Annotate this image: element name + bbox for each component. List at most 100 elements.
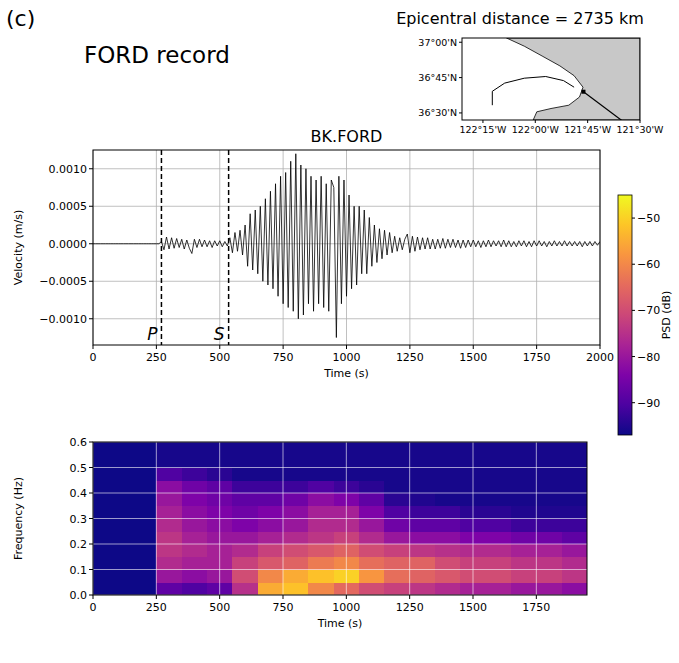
cell (562, 506, 587, 519)
cell (435, 455, 461, 468)
map-tick-label: 36°30'N (418, 107, 457, 118)
colorbar-tick (632, 264, 635, 265)
x-axis-title: Time (s) (323, 367, 369, 380)
tick-label: 0.5 (70, 462, 88, 475)
cell (283, 442, 309, 455)
cell (435, 519, 461, 532)
map-tick-label: 36°45'N (418, 72, 457, 83)
tick (409, 345, 410, 349)
cell (410, 544, 436, 557)
cell (232, 544, 258, 557)
cell (486, 493, 512, 506)
cell (410, 519, 436, 532)
cell (258, 519, 284, 532)
cell (258, 570, 284, 583)
coast-line (492, 77, 574, 106)
sea (462, 38, 640, 120)
plot-background (93, 442, 587, 595)
cell (536, 582, 562, 595)
tick-label: 0.4 (70, 487, 88, 500)
cell (359, 455, 385, 468)
cell (156, 570, 182, 583)
grid-line (93, 493, 587, 494)
path-line (583, 92, 640, 120)
cell (536, 570, 562, 583)
cell (511, 442, 537, 455)
map-tick-label: 122°15'W (459, 124, 507, 135)
map-tick (459, 42, 462, 43)
cell (562, 493, 587, 506)
grid-line (93, 518, 587, 519)
cell (283, 582, 309, 595)
tick-label: 0 (90, 601, 97, 614)
cell (283, 570, 309, 583)
cell (156, 519, 182, 532)
tick (473, 595, 474, 599)
tick-label: 0.2 (70, 538, 88, 551)
tick-label: 0.0 (70, 589, 88, 602)
tick (346, 595, 347, 599)
cell (435, 442, 461, 455)
cell (182, 493, 208, 506)
cell (283, 468, 309, 481)
colorbar-tick (632, 356, 635, 357)
figure-title: FORD record (84, 42, 230, 68)
cell (308, 493, 334, 506)
tick-label: 1750 (522, 601, 550, 614)
phase-label: S (214, 324, 225, 344)
cell (384, 531, 410, 544)
cell (486, 519, 512, 532)
tick-label: 1250 (396, 601, 424, 614)
y-axis-title: Frequency (Hz) (12, 477, 25, 560)
cell (511, 531, 537, 544)
tick-label: 2000 (586, 351, 614, 364)
cell (232, 480, 258, 493)
cell (511, 557, 537, 570)
map-tick (535, 120, 536, 123)
grid-line (93, 544, 587, 545)
grid-line (156, 150, 157, 345)
cell (435, 480, 461, 493)
cell (384, 468, 410, 481)
cell (410, 468, 436, 481)
cell (511, 544, 537, 557)
cell (511, 493, 537, 506)
cell (359, 506, 385, 519)
phase-line (228, 150, 230, 345)
cell (308, 557, 334, 570)
tick-label: 1750 (523, 351, 551, 364)
tick (89, 569, 93, 570)
tick (89, 595, 93, 596)
grid-line (93, 168, 600, 169)
tick-label: 750 (273, 601, 294, 614)
tick-label: 0.3 (70, 513, 88, 526)
tick-label: 0.0010 (49, 163, 88, 176)
tick (409, 595, 410, 599)
grid-line (93, 569, 587, 570)
map-tick-label: 121°45'W (564, 124, 612, 135)
cell (435, 582, 461, 595)
cell (182, 506, 208, 519)
cell (562, 544, 587, 557)
cell (156, 455, 182, 468)
cell (435, 493, 461, 506)
cell (536, 455, 562, 468)
cell (435, 468, 461, 481)
cell (536, 442, 562, 455)
cell (258, 506, 284, 519)
cell (384, 480, 410, 493)
cell (232, 570, 258, 583)
cell (384, 455, 410, 468)
cell (511, 570, 537, 583)
cell (283, 531, 309, 544)
chart-title: BK.FORD (311, 127, 383, 146)
tick-label: 250 (146, 601, 167, 614)
cell (232, 531, 258, 544)
map-frame (462, 38, 640, 120)
tick (156, 595, 157, 599)
tick (93, 345, 94, 349)
cell (359, 531, 385, 544)
colorbar (618, 195, 632, 435)
map-title: Epicentral distance = 2735 km (396, 9, 644, 28)
cell (232, 468, 258, 481)
